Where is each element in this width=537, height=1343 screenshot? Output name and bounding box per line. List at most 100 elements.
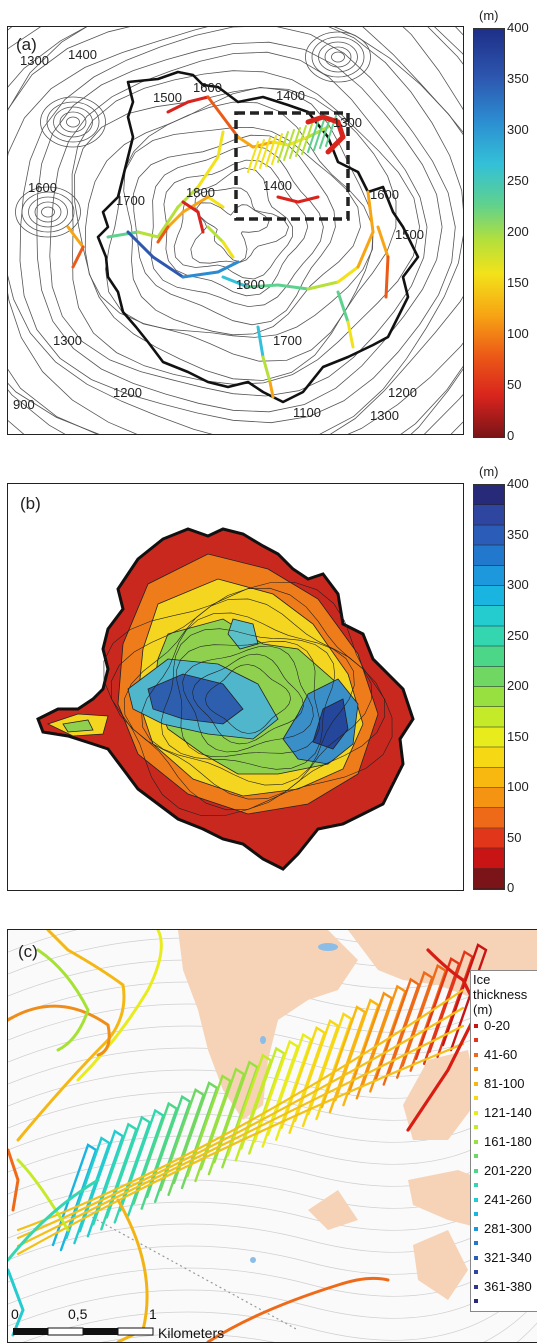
scale-tick-0: 0: [11, 1306, 19, 1322]
colorbar-b: [473, 484, 505, 890]
legend-swatch: [474, 1023, 478, 1028]
contour-label: 1500: [395, 227, 424, 242]
contour-label: 1400: [68, 47, 97, 62]
legend-item: [471, 1266, 484, 1281]
radar-survey-tracks: [8, 930, 488, 1342]
panel-label-b: (b): [20, 494, 41, 513]
contour-label: 1300: [20, 53, 49, 68]
contour-label: 1600: [193, 80, 222, 95]
contour-label: 1700: [273, 333, 302, 348]
colorbar-b-tick-3: 250: [507, 627, 529, 643]
colorbar-a-tick-2: 300: [507, 122, 529, 137]
colorbar-b-tick-8: 0: [507, 880, 515, 895]
contour-label: 1100: [293, 405, 321, 420]
legend-item: 121-140: [471, 1105, 532, 1121]
panel-label-c: (c): [18, 942, 38, 961]
radar-tracks: [66, 95, 390, 399]
legend-item: [471, 1208, 484, 1223]
legend-label: 161-180: [484, 1134, 532, 1149]
legend-item: [471, 1034, 484, 1049]
legend-label: 321-340: [484, 1250, 532, 1265]
legend-item: [471, 1121, 484, 1136]
legend-swatch: [474, 1270, 478, 1275]
legend-item: 361-380: [471, 1279, 532, 1295]
elevation-contours: [8, 27, 463, 434]
legend-label: 41-60: [484, 1047, 518, 1062]
colorbar-a-tick-8: 0: [507, 428, 515, 443]
contour-label: 1300: [53, 333, 82, 348]
legend-swatch: [474, 1212, 478, 1217]
colorbar-a-tick-3: 250: [507, 173, 529, 188]
colorbar-a-tick-1: 350: [507, 71, 529, 86]
colorbar-a-tick-7: 50: [507, 377, 522, 392]
contour-label: 1300: [333, 115, 362, 130]
contour-label: 1600: [28, 180, 57, 195]
legend-item: 281-300: [471, 1221, 532, 1237]
legend-item: 201-220: [471, 1163, 532, 1179]
glacier-outline-a: [96, 70, 420, 404]
contour-label: 1400: [263, 178, 292, 193]
thickness-legend: Ice thickness (m) 0-20 41-60 81-100 121-140…: [470, 970, 537, 1312]
track-map-c: [8, 930, 537, 1342]
legend-item: 161-180: [471, 1134, 532, 1150]
contour-label: 1600: [370, 187, 399, 202]
legend-label: 361-380: [484, 1279, 532, 1294]
legend-item: [471, 1295, 484, 1310]
legend-swatch: [474, 1255, 478, 1260]
legend-swatch: [474, 1197, 478, 1202]
legend-item: [471, 1179, 484, 1194]
scale-bar: [13, 1327, 154, 1336]
colorbar-a: [473, 28, 505, 438]
contour-label: 1800: [236, 277, 265, 292]
contour-label: 1200: [388, 385, 417, 400]
legend-label: 81-100: [484, 1076, 525, 1091]
legend-label: 281-300: [484, 1221, 532, 1236]
legend-swatch: [474, 1052, 478, 1057]
scale-unit: Kilometers: [158, 1325, 225, 1341]
map-panel-b: (b): [7, 483, 464, 891]
scale-tick-1: 1: [149, 1306, 157, 1322]
legend-swatch: [474, 1226, 478, 1231]
legend-item: [471, 1150, 484, 1165]
contour-map-a: 1300 1400 1500 1600 1400 1300 1600 1700 1800 1400…: [8, 27, 463, 434]
legend-swatch: [474, 1299, 478, 1304]
scale-tick-half: 0,5: [68, 1306, 88, 1322]
thickness-map-b: [36, 527, 415, 871]
colorbar-b-tick-4: 200: [507, 678, 529, 693]
contour-label: 1200: [113, 385, 142, 400]
legend-item: [471, 1237, 484, 1252]
legend-item: [471, 1092, 484, 1107]
panel-label-a: (a): [16, 35, 37, 54]
legend-swatch: [474, 1139, 478, 1144]
legend-swatch: [474, 1125, 478, 1130]
map-panel-c: (c) 0 0,5 1 Kilometers Ice thickness (m)…: [7, 929, 537, 1343]
legend-swatch: [474, 1183, 478, 1188]
legend-item: 0-20: [471, 1018, 511, 1034]
contour-label: 1400: [276, 88, 305, 103]
contour-label: 1500: [153, 90, 182, 105]
contour-label: 900: [13, 397, 35, 412]
legend-swatch: [474, 1284, 478, 1289]
colorbar-unit-a: (m): [479, 8, 499, 23]
zoom-box: [234, 111, 350, 221]
contour-label: 1700: [116, 193, 145, 208]
legend-swatch: [474, 1110, 478, 1115]
contour-label: 1300: [370, 408, 399, 423]
colorbar-b-tick-1: 350: [507, 526, 529, 542]
colorbar-a-tick-0: 400: [507, 20, 529, 35]
legend-item: 321-340: [471, 1250, 532, 1266]
contour-label: 1800: [186, 185, 215, 200]
colorbar-b-tick-2: 300: [507, 577, 529, 592]
colorbar-a-tick-4: 200: [507, 224, 529, 239]
legend-label: 0-20: [484, 1018, 511, 1033]
legend-item: [471, 1063, 484, 1078]
legend-swatch: [474, 1168, 478, 1173]
legend-swatch: [474, 1096, 478, 1101]
legend-swatch: [474, 1081, 478, 1086]
colorbar-b-tick-5: 150: [507, 728, 529, 744]
legend-item: 241-260: [471, 1192, 532, 1208]
legend-swatch: [474, 1241, 478, 1246]
colorbar-unit-b: (m): [479, 464, 499, 479]
legend-swatch: [474, 1154, 478, 1159]
colorbar-a-tick-6: 100: [507, 326, 529, 341]
